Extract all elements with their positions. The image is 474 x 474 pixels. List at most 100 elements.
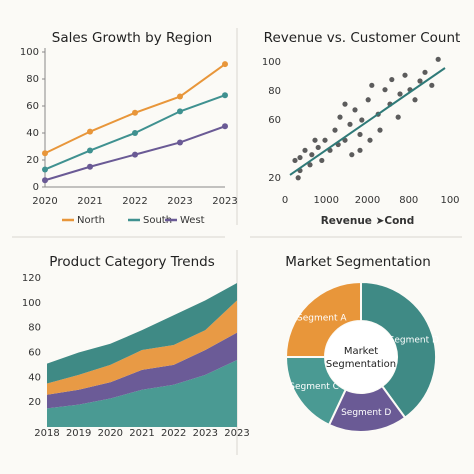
point (402, 72, 408, 78)
legend-label: South (143, 215, 172, 226)
point (365, 97, 371, 103)
y-tick-label: 60 (28, 348, 41, 359)
x-tick-label: 2023 (167, 196, 192, 207)
y-tick-label: 0 (33, 182, 39, 193)
point (389, 76, 395, 83)
point (359, 117, 365, 123)
x-axis-label: Revenue ➤Cond (321, 215, 415, 227)
chart-title: Revenue vs. Customer Count (264, 30, 461, 46)
y-tick-label: 60 (26, 101, 39, 112)
point (319, 157, 325, 164)
point (297, 154, 303, 161)
slice-label: Segment C (289, 382, 339, 392)
point (357, 147, 363, 153)
point (377, 127, 383, 133)
point (222, 123, 228, 130)
point (332, 127, 338, 133)
point (132, 130, 138, 136)
x-tick-label: 0 (282, 195, 288, 206)
point (177, 139, 183, 146)
point (42, 150, 48, 157)
point (352, 107, 358, 113)
point (295, 175, 301, 181)
donut-hole (325, 321, 397, 393)
trend-line (289, 67, 446, 176)
point (132, 109, 138, 116)
y-tick-label: 80 (268, 86, 281, 97)
y-tick-label: 120 (22, 273, 41, 284)
center-label: Segmentation (326, 359, 396, 370)
point (369, 82, 375, 88)
y-tick-label: 20 (268, 173, 281, 184)
point (422, 69, 428, 75)
point (292, 157, 298, 164)
point (132, 151, 138, 158)
y-tick-label: 100 (262, 57, 281, 68)
point (357, 131, 363, 138)
point (87, 163, 93, 170)
point (367, 137, 373, 143)
x-tick-label: 2023 (224, 428, 249, 439)
point (177, 108, 183, 115)
point (417, 78, 423, 84)
y-tick-label: 40 (28, 372, 41, 383)
y-tick-label: 60 (268, 115, 281, 126)
point (412, 97, 418, 103)
point (307, 162, 313, 168)
point (302, 147, 308, 153)
x-tick-label: 2018 (34, 428, 59, 439)
legend-label: North (77, 215, 105, 226)
x-tick-label: 2023 (212, 196, 237, 207)
area (47, 359, 237, 427)
x-tick-label: 2021 (77, 196, 102, 207)
slice-label: Segment A (297, 313, 347, 323)
x-tick-label: 2020 (32, 196, 57, 207)
area (47, 332, 237, 409)
point (342, 101, 348, 107)
slice-label: Segment D (389, 335, 439, 345)
center-label: Market (344, 346, 378, 357)
point (397, 91, 403, 97)
point (222, 92, 228, 99)
y-tick-label: 20 (28, 397, 41, 408)
legend-label: West (180, 215, 205, 226)
y-tick-label: 100 (22, 298, 41, 309)
x-tick-label: 100 (440, 195, 459, 206)
y-tick-label: 100 (20, 47, 39, 58)
point (337, 114, 343, 120)
point (347, 121, 353, 127)
point (42, 177, 48, 184)
x-tick-label: 2019 (66, 428, 91, 439)
x-tick-label: 1000 (314, 195, 339, 206)
y-tick-label: 20 (26, 155, 39, 166)
point (395, 114, 401, 120)
line (44, 63, 226, 155)
point (312, 137, 318, 143)
x-tick-label: 800 (399, 195, 418, 206)
x-tick-label: 2000 (355, 195, 380, 206)
chart-title: Market Segmentation (285, 254, 431, 270)
point (322, 137, 328, 143)
point (382, 87, 388, 93)
chart-title: Product Category Trends (49, 254, 215, 270)
point (309, 152, 315, 158)
y-tick-label: 40 (26, 128, 39, 139)
x-tick-label: 2022 (161, 428, 186, 439)
point (177, 93, 183, 100)
point (87, 128, 93, 135)
point (429, 82, 435, 88)
point (222, 61, 228, 68)
y-tick-label: 80 (28, 323, 41, 334)
x-tick-label: 2022 (122, 196, 147, 207)
point (315, 144, 321, 151)
area (47, 300, 237, 395)
x-tick-label: 2023 (193, 428, 218, 439)
y-tick-label: 80 (26, 74, 39, 85)
point (87, 147, 93, 154)
area (47, 282, 237, 384)
chart-title: Sales Growth by Region (52, 30, 212, 46)
point (42, 166, 48, 173)
point (349, 152, 355, 158)
x-tick-label: 2021 (129, 428, 154, 439)
